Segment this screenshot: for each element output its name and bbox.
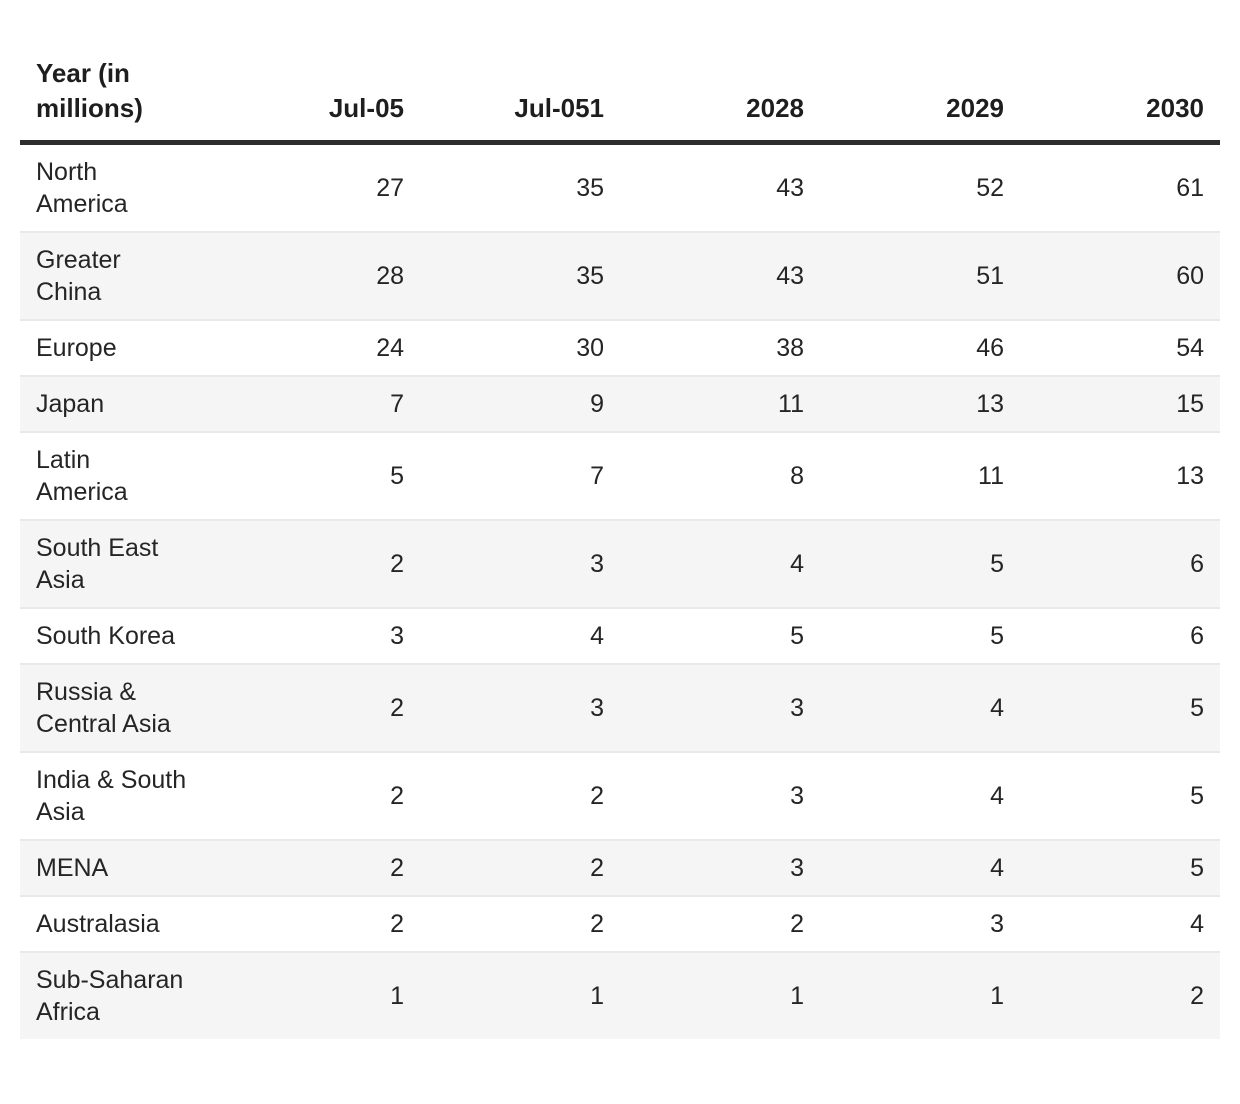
value-cell: 38 (776, 334, 804, 362)
value-cell: 5 (990, 550, 1004, 578)
value-cell: 4 (990, 854, 1004, 882)
value-cell: 11 (778, 390, 804, 418)
value-cell: 35 (576, 174, 604, 202)
value-cell: 2 (590, 782, 604, 810)
value-cell: 2 (390, 910, 404, 938)
value-cell: 1 (590, 982, 604, 1010)
table-row: Greater China 28 35 43 51 60 (20, 232, 1220, 320)
value-cell: 6 (1190, 622, 1204, 650)
value-cell: 28 (376, 262, 404, 290)
table-row: India & South Asia 2 2 3 4 5 (20, 752, 1220, 840)
region-cell: Australasia (36, 910, 160, 938)
value-cell: 9 (590, 390, 604, 418)
region-cell: Latin America (36, 446, 128, 506)
value-cell: 1 (790, 982, 804, 1010)
value-cell: 24 (376, 334, 404, 362)
value-cell: 13 (976, 390, 1004, 418)
value-cell: 2 (590, 910, 604, 938)
value-cell: 4 (590, 622, 604, 650)
column-header-jul-05: Jul-05 (220, 40, 420, 145)
value-cell: 4 (1190, 910, 1204, 938)
value-cell: 5 (990, 622, 1004, 650)
value-cell: 2 (390, 694, 404, 722)
table-row: Europe 24 30 38 46 54 (20, 320, 1220, 376)
value-cell: 13 (1176, 462, 1204, 490)
value-cell: 4 (990, 782, 1004, 810)
value-cell: 54 (1176, 334, 1204, 362)
region-cell: South Korea (36, 622, 175, 650)
value-cell: 61 (1176, 174, 1204, 202)
value-cell: 2 (390, 854, 404, 882)
table-row: MENA 2 2 3 4 5 (20, 840, 1220, 896)
value-cell: 5 (1190, 782, 1204, 810)
table-row: South East Asia 2 3 4 5 6 (20, 520, 1220, 608)
value-cell: 51 (976, 262, 1004, 290)
value-cell: 3 (790, 782, 804, 810)
column-header-year-in-millions: Year (in millions) (20, 40, 220, 145)
column-header-2030: 2030 (1020, 40, 1220, 145)
value-cell: 15 (1176, 390, 1204, 418)
value-cell: 4 (990, 694, 1004, 722)
region-cell: Japan (36, 390, 105, 418)
column-header-2028: 2028 (620, 40, 820, 145)
value-cell: 7 (390, 390, 404, 418)
value-cell: 3 (390, 622, 404, 650)
value-cell: 60 (1176, 262, 1204, 290)
table-row: Sub-Saharan Africa 1 1 1 1 2 (20, 952, 1220, 1039)
value-cell: 27 (376, 174, 404, 202)
value-cell: 5 (790, 622, 804, 650)
region-cell: Sub-Saharan Africa (36, 966, 184, 1026)
value-cell: 2 (390, 782, 404, 810)
value-cell: 43 (776, 174, 804, 202)
region-cell: India & South Asia (36, 766, 187, 826)
value-cell: 5 (1190, 854, 1204, 882)
value-cell: 46 (976, 334, 1004, 362)
value-cell: 5 (1190, 694, 1204, 722)
table-header: Year (in millions) Jul-05 Jul-051 2028 2… (20, 40, 1220, 145)
value-cell: 43 (776, 262, 804, 290)
value-cell: 6 (1190, 550, 1204, 578)
value-cell: 3 (990, 910, 1004, 938)
value-cell: 5 (390, 462, 404, 490)
table-row: North America 27 35 43 52 61 (20, 143, 1220, 233)
table-row: Latin America 5 7 8 11 13 (20, 432, 1220, 520)
value-cell: 2 (1190, 982, 1204, 1010)
table-row: Japan 7 9 11 13 15 (20, 376, 1220, 432)
value-cell: 3 (590, 694, 604, 722)
value-cell: 3 (790, 694, 804, 722)
value-cell: 2 (390, 550, 404, 578)
value-cell: 30 (576, 334, 604, 362)
value-cell: 35 (576, 262, 604, 290)
table-body: North America 27 35 43 52 61 Greater Chi… (20, 143, 1220, 1039)
region-cell: North America (36, 158, 128, 218)
value-cell: 1 (990, 982, 1004, 1010)
value-cell: 7 (590, 462, 604, 490)
value-cell: 8 (790, 462, 804, 490)
header-row: Year (in millions) Jul-05 Jul-051 2028 2… (20, 40, 1220, 145)
value-cell: 2 (790, 910, 804, 938)
region-cell: MENA (36, 854, 109, 882)
table-row: South Korea 3 4 5 5 6 (20, 608, 1220, 664)
region-cell: South East Asia (36, 534, 159, 594)
value-cell: 11 (978, 462, 1004, 490)
value-cell: 3 (790, 854, 804, 882)
value-cell: 3 (590, 550, 604, 578)
column-header-jul-051: Jul-051 (420, 40, 620, 145)
table-row: Russia & Central Asia 2 3 3 4 5 (20, 664, 1220, 752)
value-cell: 1 (390, 982, 404, 1010)
region-cell: Russia & Central Asia (36, 678, 171, 738)
regions-forecast-table: Year (in millions) Jul-05 Jul-051 2028 2… (20, 40, 1220, 1039)
value-cell: 52 (976, 174, 1004, 202)
value-cell: 2 (590, 854, 604, 882)
region-cell: Europe (36, 334, 117, 362)
region-cell: Greater China (36, 246, 121, 306)
column-header-2029: 2029 (820, 40, 1020, 145)
table-row: Australasia 2 2 2 3 4 (20, 896, 1220, 952)
value-cell: 4 (790, 550, 804, 578)
